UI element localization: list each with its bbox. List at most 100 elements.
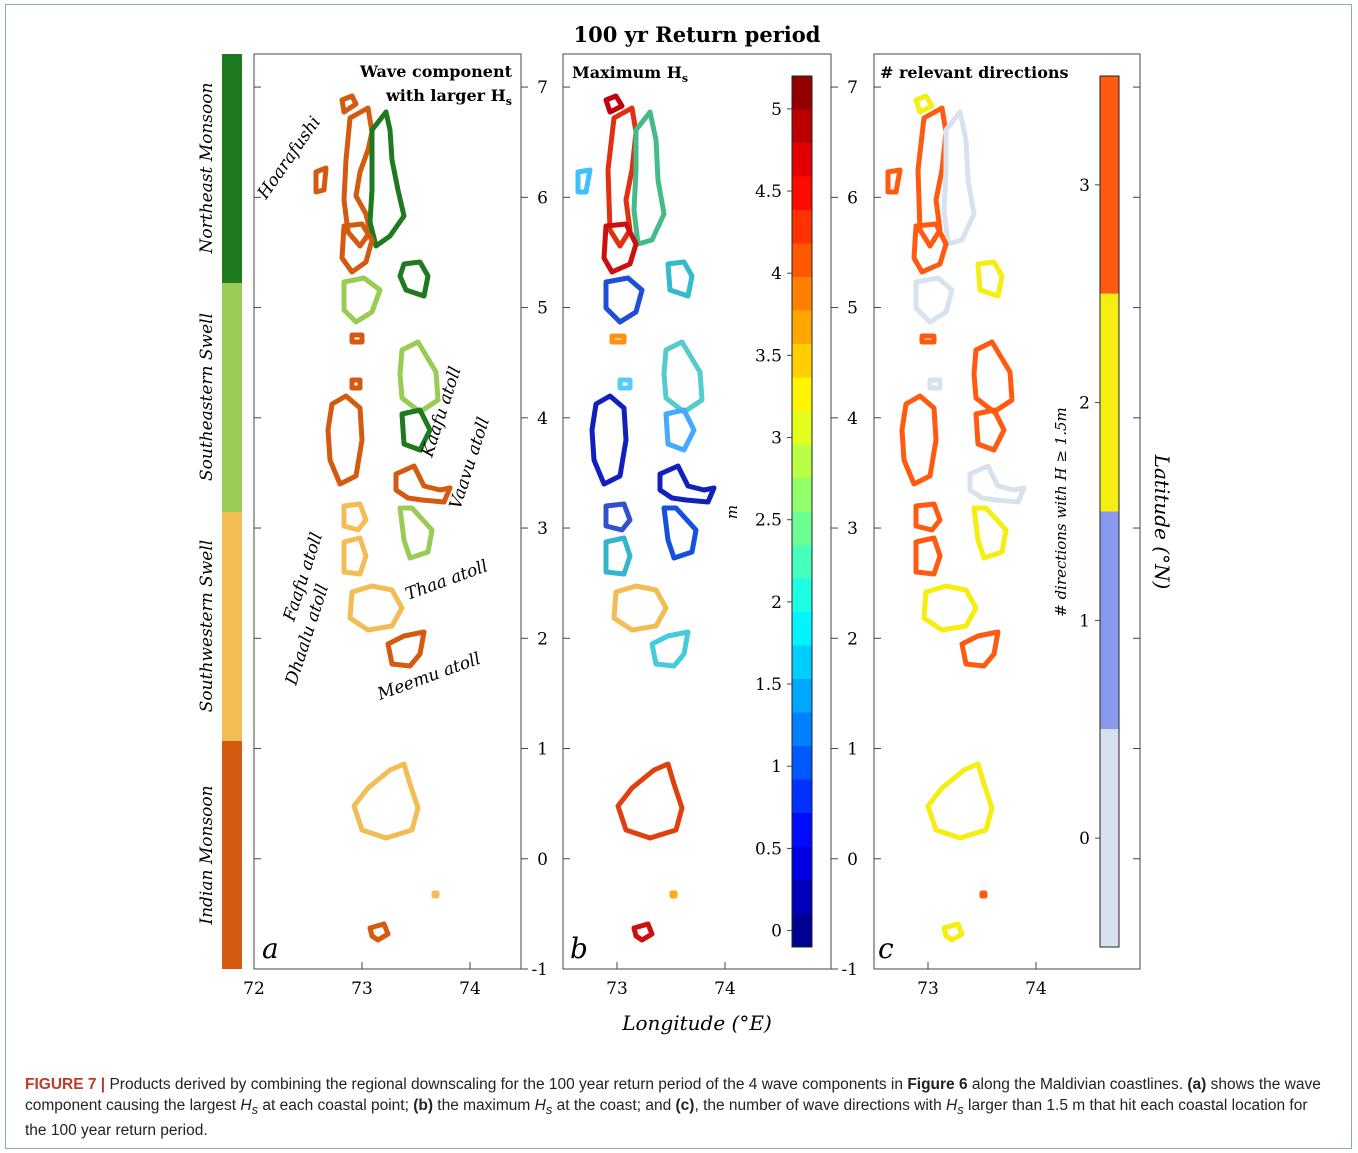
atoll-dhaalu — [341, 535, 369, 577]
figure-canvas: 100 yr Return period Northeast Monsoon S… — [197, 22, 1174, 1035]
caption-figure-ref[interactable]: Figure 6 — [907, 1076, 968, 1093]
hs-colorbar-band — [792, 243, 812, 278]
lat-tick-label-b: 0 — [537, 850, 548, 870]
hs-colorbar-band — [792, 344, 812, 378]
panel-a-atolls — [313, 93, 453, 943]
hs-colorbar-band — [792, 310, 812, 345]
atoll-vaavu-s — [397, 505, 435, 561]
hs-colorbar-band — [792, 813, 812, 847]
atoll-thaa — [347, 583, 405, 633]
label-vaavu: Vaavu atoll — [446, 415, 494, 512]
hs-colorbar-band — [792, 76, 812, 110]
dir-colorbar-tick-label: 2 — [1079, 394, 1090, 414]
hs-colorbar-band — [792, 712, 812, 747]
panel-a-title-line2: with larger Hs — [385, 86, 512, 108]
caption-panel-a-tag: (a) — [1187, 1076, 1207, 1093]
dir-colorbar-label: # directions with H ≥ 1.5m — [1052, 407, 1070, 617]
dir-colorbar-tick-label: 1 — [1079, 611, 1090, 631]
dir-colorbar-band — [1100, 729, 1119, 947]
panel-c-atolls — [885, 93, 1027, 943]
hs-colorbar-band — [792, 411, 812, 445]
panel-c-axes — [873, 53, 1141, 970]
atoll-fuvahmulah — [431, 890, 440, 899]
atoll-lhaviyani — [397, 259, 431, 299]
lat-tick-label-b: 5 — [537, 299, 548, 319]
x-tick-label-a: 74 — [459, 979, 481, 999]
label-thaa: Thaa atoll — [403, 556, 491, 604]
caption-figure-id: FIGURE 7 | — [25, 1076, 106, 1093]
atoll-kaafu-south — [399, 407, 433, 453]
label-kaafu: Kaafu atoll — [417, 364, 465, 460]
atoll-raa — [339, 221, 375, 275]
atoll-laamu — [385, 629, 427, 669]
lat-tick-label-b: 2 — [537, 629, 548, 649]
latitude-label: Latitude (°N) — [1150, 454, 1174, 590]
lat-tick-label-c: 6 — [847, 188, 858, 208]
hs-colorbar-band — [792, 612, 812, 646]
caption-hs-3-sub: s — [957, 1102, 964, 1118]
lat-tick-label-b: 1 — [537, 740, 548, 760]
caption-text-3: shows the wave component causing the lar… — [25, 1076, 1321, 1114]
dir-colorbar-tick-label: 3 — [1079, 176, 1090, 196]
lat-tick-label-c: 7 — [847, 78, 858, 98]
caption-text-4: at each coastal point; — [258, 1097, 414, 1114]
caption-text-5: the maximum — [432, 1097, 535, 1114]
lat-tick-label-c: 2 — [847, 629, 858, 649]
hs-colorbar-tick-label: 3 — [771, 429, 782, 449]
atoll-vaavu — [393, 463, 453, 505]
caption-text-7: , the number of wave directions with — [694, 1097, 947, 1114]
hs-colorbar-band — [792, 444, 812, 479]
atoll-addu — [367, 921, 391, 943]
x-tick-label-c: 74 — [1025, 979, 1047, 999]
hs-colorbar-tick-label: 3.5 — [755, 346, 782, 366]
dir-colorbar-band — [1100, 76, 1119, 294]
x-tick-label-a: 73 — [351, 979, 373, 999]
component-label-ses: Southeastern Swell — [197, 313, 217, 481]
lat-tick-label-b: 7 — [537, 78, 548, 98]
panel-b-atolls — [575, 93, 717, 943]
caption-text-6: at the coast; and — [552, 1097, 676, 1114]
hs-colorbar-unit: m — [723, 505, 741, 519]
caption-text-8: larger than 1.5 m that hit each coastal … — [25, 1097, 1308, 1140]
component-label-sws: Southwestern Swell — [197, 540, 217, 712]
hs-colorbar-band — [792, 746, 812, 780]
hs-colorbar-tick-label: 1.5 — [755, 675, 782, 695]
lat-tick-label-b: -1 — [531, 960, 548, 980]
atoll-small2 — [349, 377, 363, 391]
hs-colorbar-tick-label: 4.5 — [755, 182, 782, 202]
x-tick-label-a: 72 — [243, 979, 265, 999]
atoll-small1 — [349, 332, 365, 345]
lat-tick-label-c: 4 — [847, 409, 858, 429]
panel-c-title: # relevant directions — [880, 63, 1069, 82]
component-band-nem — [222, 54, 242, 283]
lat-tick-label-b: 3 — [537, 519, 548, 539]
hs-colorbar-band — [792, 143, 812, 177]
lat-tick-label-c: 1 — [847, 740, 858, 760]
atoll-ari — [325, 393, 365, 487]
hs-colorbar-band — [792, 478, 812, 512]
hs-colorbar-tick-label: 0.5 — [755, 839, 782, 859]
panel-b: Maximum Hs b — [562, 53, 832, 970]
hs-colorbar-tick-label: 5 — [771, 100, 782, 120]
atoll-faafu — [341, 501, 369, 533]
caption-hs-1-sub: s — [251, 1102, 259, 1118]
axes-ticks: 72 73 73 73 74 74 74 7 7 6 6 5 5 4 4 3 3 2 2 1 1 0 0 -1 -1 5 4.5 4 3… — [243, 78, 1140, 999]
hs-colorbar-band — [792, 377, 812, 412]
component-band-sws — [222, 512, 242, 741]
dir-colorbar-band — [1100, 293, 1119, 512]
hs-colorbar-band — [792, 578, 812, 613]
panel-c: # relevant directions c — [873, 53, 1174, 970]
dir-colorbar-tick-label: 0 — [1079, 829, 1090, 849]
lat-tick-label-b: 6 — [537, 188, 548, 208]
caption-hs-3: H — [946, 1097, 958, 1114]
hs-colorbar-band — [792, 277, 812, 311]
hs-colorbar-band — [792, 679, 812, 713]
dir-colorbar-band — [1100, 511, 1119, 730]
caption-hs-2: H — [534, 1097, 546, 1114]
hs-colorbar-band — [792, 210, 812, 244]
caption-hs-2-sub: s — [545, 1102, 553, 1118]
hs-colorbar-band — [792, 645, 812, 680]
component-band-ses — [222, 283, 242, 512]
caption-text-2: along the Maldivian coastlines. — [967, 1076, 1188, 1093]
x-axis-label: Longitude (°E) — [621, 1011, 772, 1035]
